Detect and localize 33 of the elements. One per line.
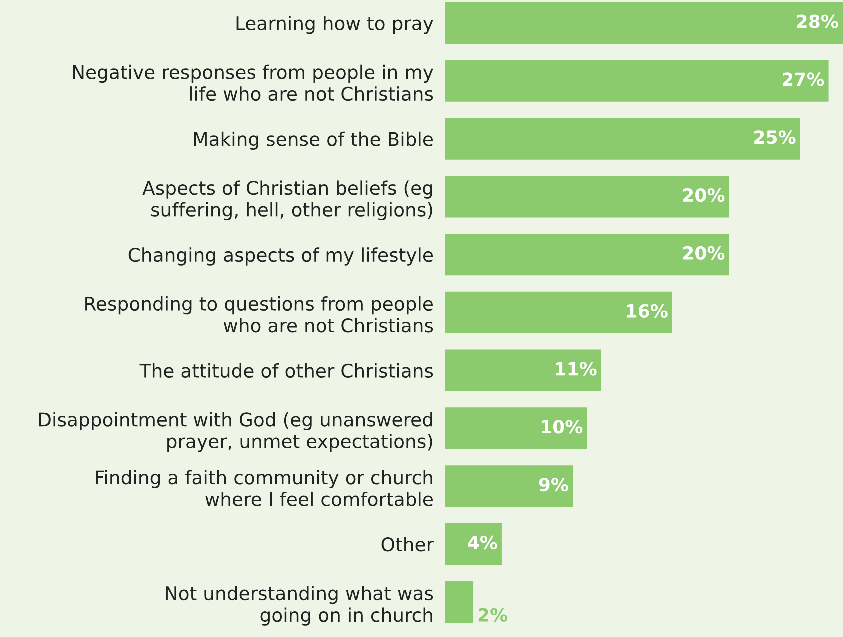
- data-label: 28%: [797, 14, 838, 28]
- bar: [445, 524, 502, 566]
- bar: [445, 581, 474, 624]
- data-label: 4%: [468, 536, 498, 550]
- data-label: 20%: [684, 246, 725, 260]
- y-tick-label: Disappointment with God (eg unanswered prayer, unmet expectations): [39, 412, 432, 452]
- y-tick-label: The attitude of other Christians: [140, 363, 434, 378]
- y-tick-label: Learning how to pray: [236, 16, 434, 34]
- y-tick-label: Making sense of the Bible: [194, 132, 433, 150]
- data-label: 27%: [783, 72, 824, 86]
- y-tick-label: Responding to questions from people who are not Christians: [86, 296, 434, 333]
- y-tick-label: Changing aspects of my lifestyle: [128, 248, 433, 266]
- bar: [445, 292, 672, 334]
- data-label: 11%: [556, 362, 597, 376]
- data-label: 10%: [542, 420, 583, 434]
- y-tick-label: Finding a faith community or church where I feel comfortable: [96, 470, 433, 506]
- bar: [445, 60, 829, 102]
- data-label: 25%: [754, 130, 796, 144]
- data-label: 20%: [684, 188, 725, 202]
- bar: [445, 466, 573, 508]
- bar: [445, 408, 588, 450]
- data-label: 2%: [478, 608, 508, 622]
- y-tick-label: Negative responses from people in my life who are not Christians: [73, 64, 434, 102]
- y-tick-label: Not understanding what was going on in church: [166, 586, 434, 626]
- data-label: 16%: [627, 304, 668, 318]
- bar: [445, 350, 602, 392]
- bar: [445, 234, 730, 276]
- bar: [445, 2, 843, 44]
- bar: [445, 176, 730, 218]
- y-tick-label: Aspects of Christian beliefs (eg suffering, hell, other religions): [142, 180, 432, 221]
- y-tick-label: Other: [382, 537, 434, 552]
- data-label: 9%: [539, 478, 568, 492]
- bar: [445, 118, 800, 160]
